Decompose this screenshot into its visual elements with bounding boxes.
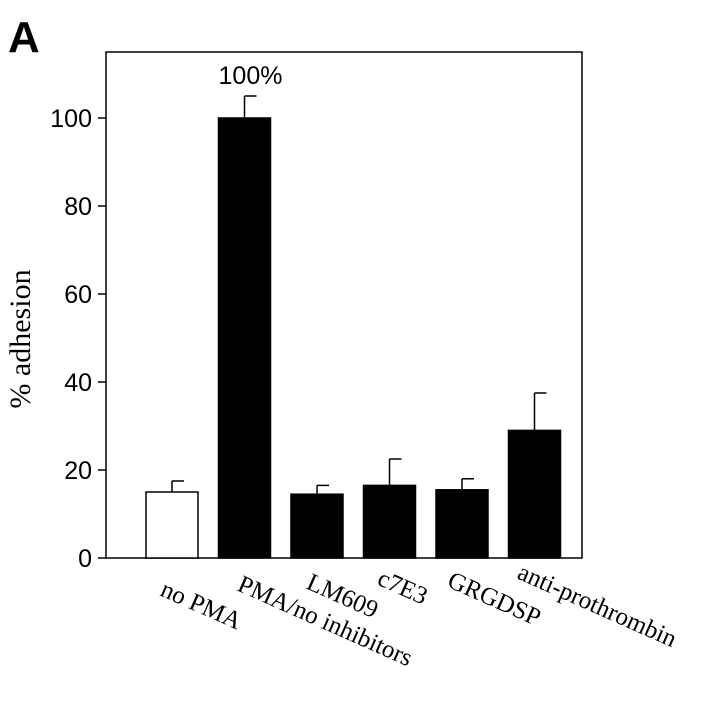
y-tick-label: 80 xyxy=(64,193,92,221)
y-tick-label: 0 xyxy=(78,545,92,573)
y-tick-label: 40 xyxy=(64,369,92,397)
bar xyxy=(290,493,344,559)
panel-label: A xyxy=(8,13,40,62)
y-tick-label: 20 xyxy=(64,457,92,485)
y-tick-label: 60 xyxy=(64,281,92,309)
x-tick-label: no PMA xyxy=(157,576,246,635)
data-label: 100% xyxy=(219,62,283,90)
bar xyxy=(435,489,489,559)
bar xyxy=(145,491,199,559)
bar xyxy=(217,117,272,559)
x-tick-label: c7E3 xyxy=(374,565,432,611)
bar xyxy=(507,429,562,559)
y-tick-label: 100 xyxy=(50,105,92,133)
y-axis-label: % adhesion xyxy=(4,269,37,408)
bar xyxy=(362,484,417,559)
plot-frame xyxy=(105,51,583,559)
